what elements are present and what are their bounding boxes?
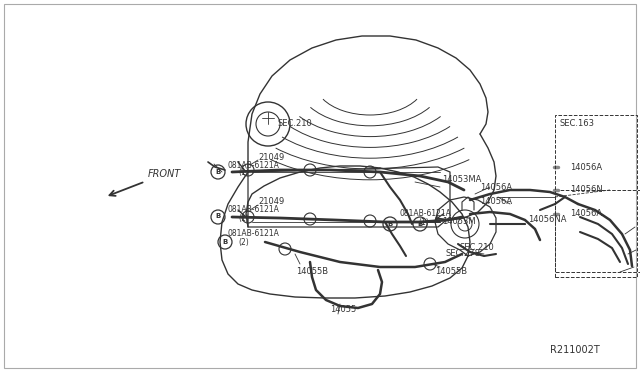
Text: (1): (1) bbox=[238, 214, 249, 222]
Text: 081AB-6121A: 081AB-6121A bbox=[400, 209, 452, 218]
Text: 14055B: 14055B bbox=[296, 267, 328, 276]
Text: 14056A: 14056A bbox=[570, 209, 602, 218]
Text: 14056N: 14056N bbox=[570, 186, 603, 195]
Text: 14056A: 14056A bbox=[480, 198, 512, 206]
Text: 081AB-6121A: 081AB-6121A bbox=[228, 205, 280, 215]
Text: 14053M: 14053M bbox=[442, 218, 476, 227]
Text: B: B bbox=[387, 221, 392, 227]
Text: 14055: 14055 bbox=[330, 305, 356, 314]
Text: 14053MA: 14053MA bbox=[442, 176, 481, 185]
Text: 14056NA: 14056NA bbox=[528, 215, 566, 224]
Text: SEC.210: SEC.210 bbox=[278, 119, 313, 128]
Text: SEC.163: SEC.163 bbox=[560, 119, 595, 128]
Text: FRONT: FRONT bbox=[109, 169, 181, 196]
Text: (1): (1) bbox=[238, 169, 249, 177]
Text: 081AB-6121A: 081AB-6121A bbox=[228, 160, 280, 170]
Text: 21049: 21049 bbox=[258, 198, 284, 206]
Text: SEC.210: SEC.210 bbox=[460, 243, 495, 251]
Text: 081AB-6121A: 081AB-6121A bbox=[228, 230, 280, 238]
Text: B: B bbox=[216, 169, 221, 174]
Text: 21049: 21049 bbox=[258, 153, 284, 161]
Text: B: B bbox=[222, 238, 228, 244]
Text: (2): (2) bbox=[238, 237, 249, 247]
Text: (1): (1) bbox=[418, 218, 429, 227]
Text: R211002T: R211002T bbox=[550, 345, 600, 355]
Text: 14056A: 14056A bbox=[480, 183, 512, 192]
Text: B: B bbox=[216, 214, 221, 219]
Text: 14055B: 14055B bbox=[435, 267, 467, 276]
Text: B: B bbox=[417, 221, 422, 227]
Text: 14056A: 14056A bbox=[570, 163, 602, 171]
Text: SEC.278: SEC.278 bbox=[445, 250, 480, 259]
